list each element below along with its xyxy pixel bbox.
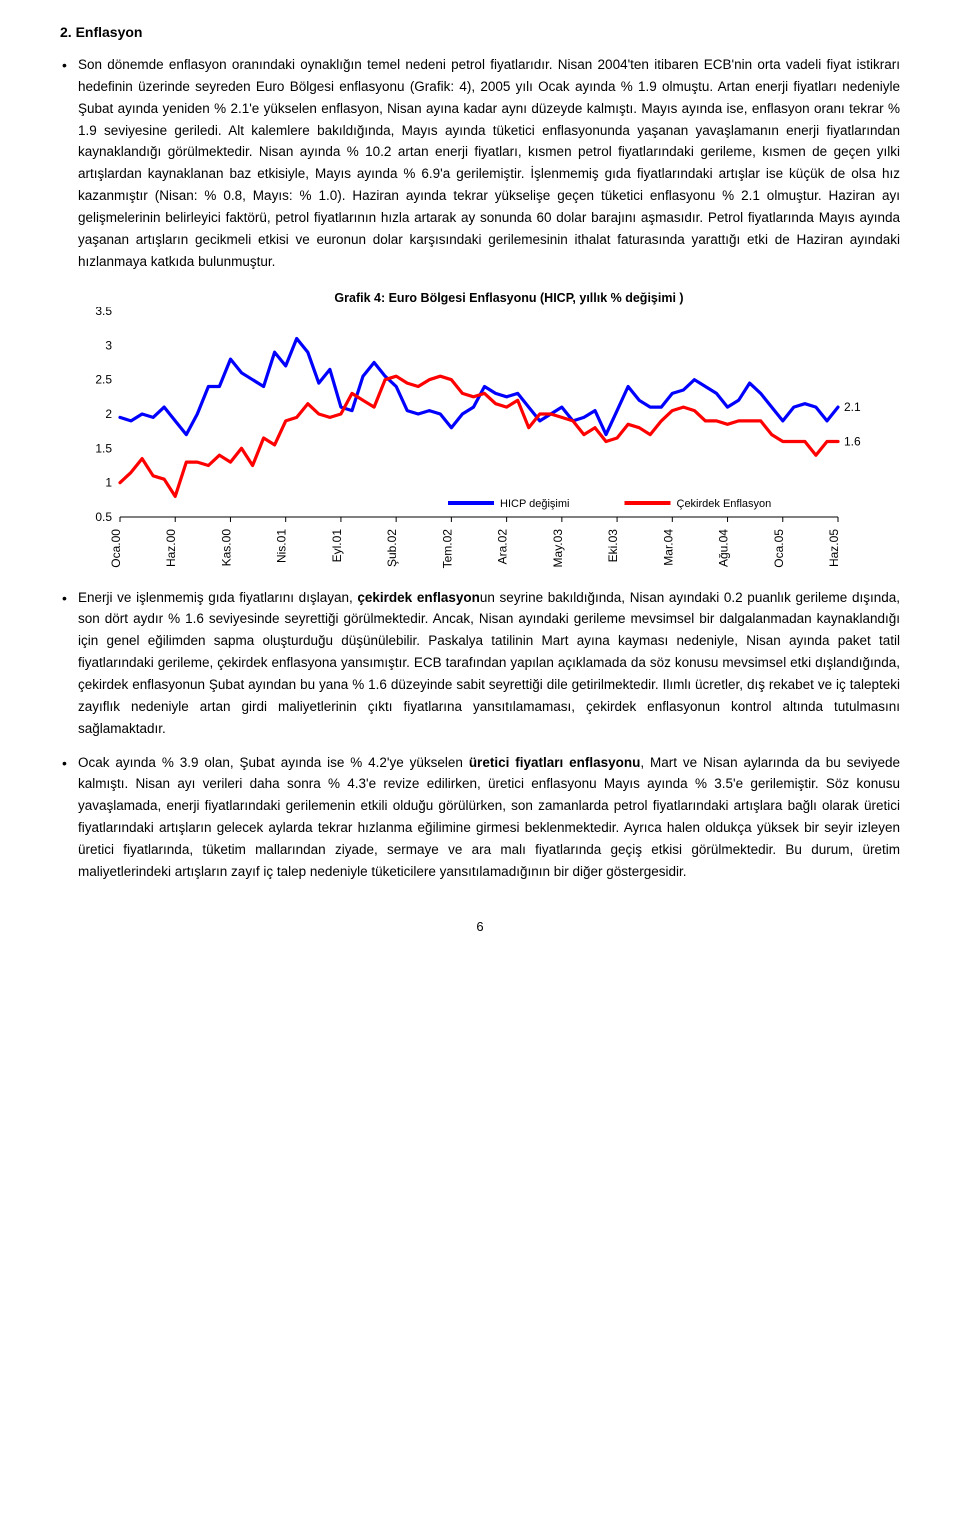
svg-text:Ağu.04: Ağu.04 xyxy=(717,528,731,566)
svg-text:Eyl.01: Eyl.01 xyxy=(330,528,344,562)
para2-b: un seyrine bakıldığında, Nisan ayındaki … xyxy=(78,590,900,736)
svg-text:0.5: 0.5 xyxy=(95,510,112,524)
svg-text:Haz.00: Haz.00 xyxy=(164,528,178,566)
bullet-row-3: • Ocak ayında % 3.9 olan, Şubat ayında i… xyxy=(60,752,900,883)
svg-text:2: 2 xyxy=(105,407,112,421)
svg-text:1.5: 1.5 xyxy=(95,441,112,455)
paragraph-3: Ocak ayında % 3.9 olan, Şubat ayında ise… xyxy=(78,752,900,883)
svg-text:Çekirdek Enflasyon: Çekirdek Enflasyon xyxy=(677,498,772,510)
section-heading: 2. Enflasyon xyxy=(60,24,900,40)
svg-text:3.5: 3.5 xyxy=(95,307,112,318)
svg-text:May.03: May.03 xyxy=(551,528,565,567)
svg-text:Mar.04: Mar.04 xyxy=(661,528,675,565)
svg-text:Kas.00: Kas.00 xyxy=(219,528,233,566)
svg-text:Tem.02: Tem.02 xyxy=(440,528,454,568)
svg-text:Nis.01: Nis.01 xyxy=(275,528,289,562)
svg-text:HICP değişimi: HICP değişimi xyxy=(500,498,570,510)
para2-a: Enerji ve işlenmemiş gıda fiyatlarını dı… xyxy=(78,590,357,605)
para3-a: Ocak ayında % 3.9 olan, Şubat ayında ise… xyxy=(78,755,469,770)
svg-text:Haz.05: Haz.05 xyxy=(827,528,841,566)
para3-b: , Mart ve Nisan aylarında da bu seviyede… xyxy=(78,755,900,879)
svg-text:2.5: 2.5 xyxy=(95,372,112,386)
bullet-icon: • xyxy=(60,54,78,76)
bullet-row-1: • Son dönemde enflasyon oranındaki oynak… xyxy=(60,54,900,273)
bullet-icon: • xyxy=(60,587,78,609)
para3-bold: üretici fiyatları enflasyonu xyxy=(469,755,641,770)
para2-bold: çekirdek enflasyon xyxy=(357,590,479,605)
chart-block: Grafik 4: Euro Bölgesi Enflasyonu (HICP,… xyxy=(78,291,900,577)
svg-text:Şub.02: Şub.02 xyxy=(385,528,399,566)
svg-text:Eki.03: Eki.03 xyxy=(606,528,620,562)
paragraph-2: Enerji ve işlenmemiş gıda fiyatlarını dı… xyxy=(78,587,900,740)
svg-text:Ara.02: Ara.02 xyxy=(496,528,510,564)
svg-text:1: 1 xyxy=(105,475,112,489)
page-number: 6 xyxy=(60,919,900,934)
line-chart: 0.5 1 1.5 2 2.5 3 3.5 2.1 1.6 Oca.00 Haz.00 Kas.00 N… xyxy=(78,307,868,577)
chart-title: Grafik 4: Euro Bölgesi Enflasyonu (HICP,… xyxy=(118,291,900,305)
svg-text:3: 3 xyxy=(105,338,112,352)
paragraph-1: Son dönemde enflasyon oranındaki oynaklı… xyxy=(78,54,900,273)
svg-text:1.6: 1.6 xyxy=(844,434,861,448)
bullet-row-2: • Enerji ve işlenmemiş gıda fiyatlarını … xyxy=(60,587,900,740)
svg-text:2.1: 2.1 xyxy=(844,400,861,414)
bullet-icon: • xyxy=(60,752,78,774)
svg-text:Oca.05: Oca.05 xyxy=(772,528,786,567)
svg-text:Oca.00: Oca.00 xyxy=(109,528,123,567)
